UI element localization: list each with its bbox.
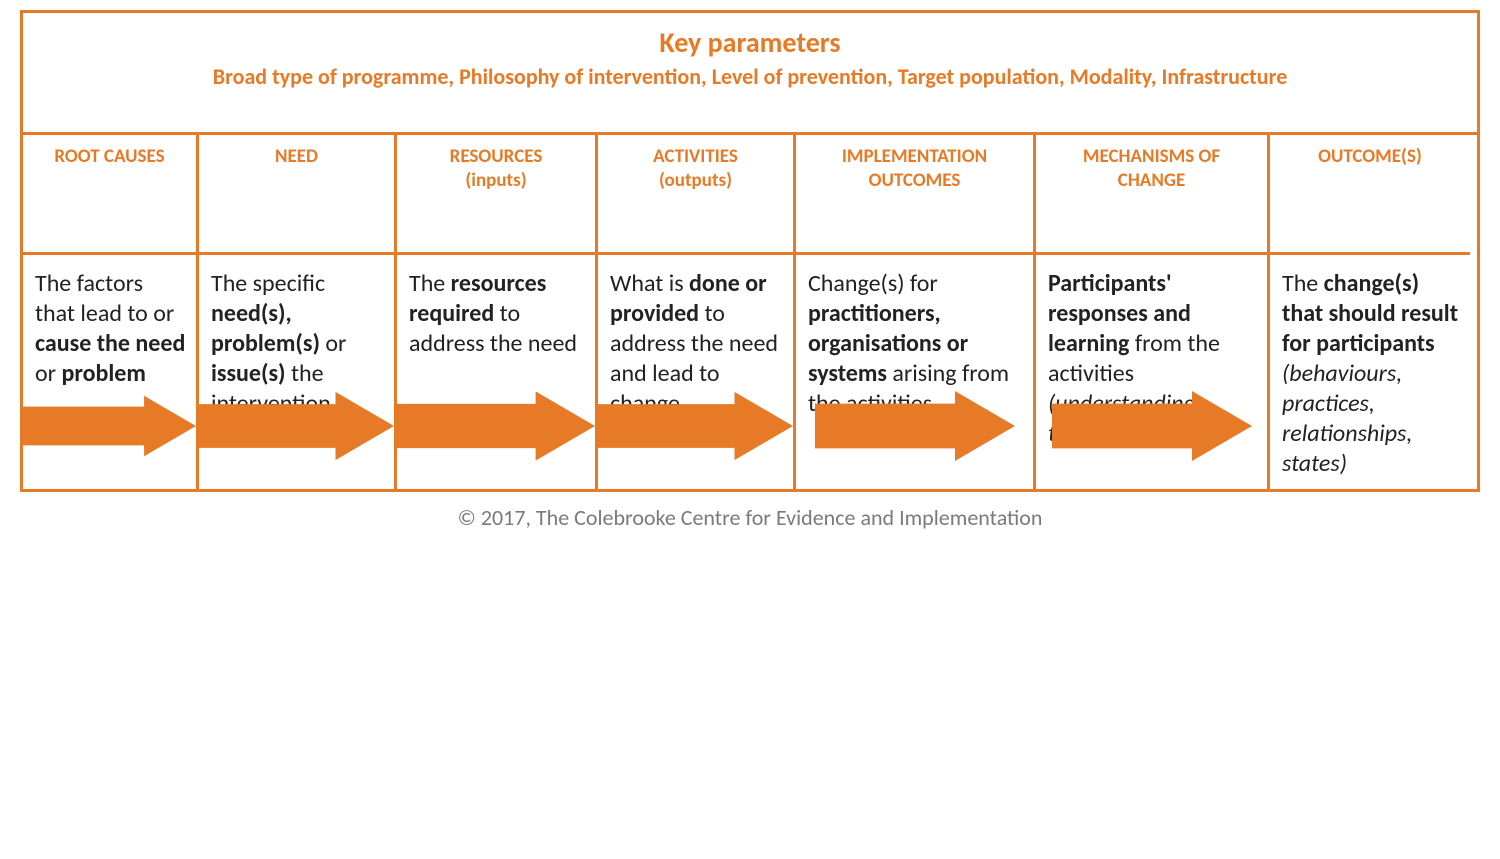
column-description: The factors that lead to or cause the ne…: [35, 269, 186, 389]
column-description: The resources required to address the ne…: [409, 269, 585, 359]
column-header-line2: OUTCOMES: [802, 169, 1027, 193]
column-header-line1: NEED: [205, 145, 388, 169]
column-3: ACTIVITIES(outputs)What is done or provi…: [598, 135, 796, 489]
column-0: ROOT CAUSES The factors that lead to or c…: [23, 135, 199, 489]
column-body: Change(s) for practitioners, organisatio…: [796, 255, 1033, 489]
column-header-line1: OUTCOME(S): [1276, 145, 1464, 169]
column-5: MECHANISMS OFCHANGEParticipants' respons…: [1036, 135, 1270, 489]
column-header: ACTIVITIES(outputs): [598, 135, 793, 255]
column-header: MECHANISMS OFCHANGE: [1036, 135, 1267, 255]
column-description: The change(s) that should result for par…: [1282, 269, 1460, 479]
column-body: The specific need(s), problem(s) or issu…: [199, 255, 394, 489]
column-body: The factors that lead to or cause the ne…: [23, 255, 196, 489]
column-header-line2: CHANGE: [1042, 169, 1261, 193]
flow-arrow: [23, 391, 196, 461]
diagram-frame: Key parameters Broad type of programme, …: [20, 10, 1480, 492]
column-header-line1: RESOURCES: [403, 145, 589, 169]
column-body: What is done or provided to address the …: [598, 255, 793, 489]
column-header-line1: ROOT CAUSES: [29, 145, 190, 169]
columns-row: ROOT CAUSES The factors that lead to or c…: [23, 135, 1477, 489]
column-body: The change(s) that should result for par…: [1270, 255, 1470, 489]
flow-arrow: [598, 391, 793, 461]
column-6: OUTCOME(S) The change(s) that should resu…: [1270, 135, 1470, 489]
column-header-line1: IMPLEMENTATION: [802, 145, 1027, 169]
column-header: NEED: [199, 135, 394, 255]
column-header: OUTCOME(S): [1270, 135, 1470, 255]
copyright-footer: © 2017, The Colebrooke Centre for Eviden…: [20, 492, 1480, 531]
column-header: RESOURCES(inputs): [397, 135, 595, 255]
column-header-line1: ACTIVITIES: [604, 145, 787, 169]
flow-arrow: [1036, 391, 1267, 461]
flow-arrow: [796, 391, 1033, 461]
header-subtitle: Broad type of programme, Philosophy of i…: [43, 63, 1457, 92]
column-header-line2: (outputs): [604, 169, 787, 193]
flow-arrow: [199, 391, 394, 461]
header-block: Key parameters Broad type of programme, …: [23, 13, 1477, 135]
column-header-line1: MECHANISMS OF: [1042, 145, 1261, 169]
column-header: ROOT CAUSES: [23, 135, 196, 255]
column-body: Participants' responses and learning fro…: [1036, 255, 1267, 489]
column-1: NEED The specific need(s), problem(s) or …: [199, 135, 397, 489]
column-4: IMPLEMENTATIONOUTCOMESChange(s) for prac…: [796, 135, 1036, 489]
header-title: Key parameters: [43, 25, 1457, 61]
column-header-line2: (inputs): [403, 169, 589, 193]
column-header: IMPLEMENTATIONOUTCOMES: [796, 135, 1033, 255]
flow-arrow: [397, 391, 595, 461]
column-body: The resources required to address the ne…: [397, 255, 595, 489]
column-2: RESOURCES(inputs) The resources required …: [397, 135, 598, 489]
